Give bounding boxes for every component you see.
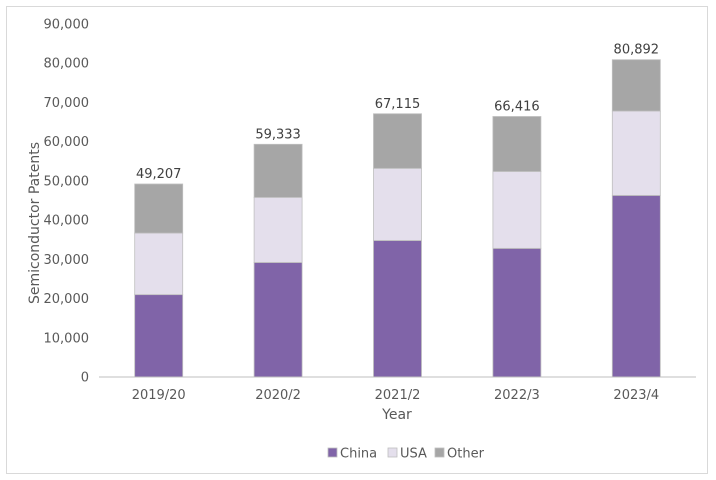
total-label: 67,115: [375, 97, 421, 112]
bar-usa-1: [253, 196, 303, 263]
y-tick-label: 70,000: [44, 96, 90, 111]
y-axis-ticks: 0 10,000 20,000 30,000 40,000 50,000 60,000 70,…: [44, 18, 90, 386]
bar-other-4: [611, 59, 661, 112]
legend-swatch-usa: [387, 447, 398, 458]
bars: [134, 59, 661, 378]
bar-china-4: [611, 195, 661, 378]
legend-swatch-china: [327, 447, 338, 458]
x-tick-label: 2023/4: [613, 388, 659, 403]
y-tick-label: 10,000: [44, 331, 90, 346]
total-label: 80,892: [614, 43, 660, 58]
x-tick-label: 2019/20: [132, 388, 186, 403]
bar-china-3: [492, 247, 542, 378]
total-label: 49,207: [136, 167, 182, 182]
y-tick-label: 40,000: [44, 214, 90, 229]
bar-china-2: [373, 240, 422, 378]
legend-swatch-other: [434, 447, 445, 458]
bar-usa-4: [611, 110, 661, 196]
legend-label-other: Other: [447, 447, 485, 462]
bar-china-0: [134, 294, 184, 378]
y-tick-label: 20,000: [44, 292, 90, 307]
y-tick-label: 50,000: [44, 174, 90, 189]
bar-usa-3: [492, 171, 542, 249]
x-tick-label: 2021/2: [375, 388, 421, 403]
bar-other-3: [492, 116, 542, 172]
bar-usa-2: [373, 167, 422, 241]
legend-label-usa: USA: [400, 447, 427, 462]
x-tick-label: 2022/3: [494, 388, 540, 403]
bar-other-1: [253, 143, 303, 198]
total-label: 66,416: [494, 100, 540, 115]
bar-other-2: [373, 113, 422, 169]
chart-frame: [6, 6, 708, 474]
bar-usa-0: [134, 232, 184, 296]
y-tick-label: 80,000: [44, 57, 90, 72]
x-axis-ticks: 2019/20 2020/2 2021/2 2022/3 2023/4: [132, 388, 659, 403]
x-tick-label: 2020/2: [255, 388, 301, 403]
y-tick-label: 30,000: [44, 253, 90, 268]
y-tick-label: 0: [81, 371, 89, 386]
total-label: 59,333: [255, 127, 301, 142]
legend-label-china: China: [340, 447, 377, 462]
x-axis-title: Year: [381, 407, 412, 423]
legend: China USA Other: [327, 447, 485, 462]
bar-other-0: [134, 183, 184, 234]
total-labels: 49,207 59,333 67,115 66,416 80,892: [136, 43, 659, 182]
y-tick-label: 60,000: [44, 135, 90, 150]
y-tick-label: 90,000: [44, 18, 90, 33]
bar-china-1: [253, 262, 303, 378]
y-axis-title: Semiconductor Patents: [27, 142, 43, 304]
